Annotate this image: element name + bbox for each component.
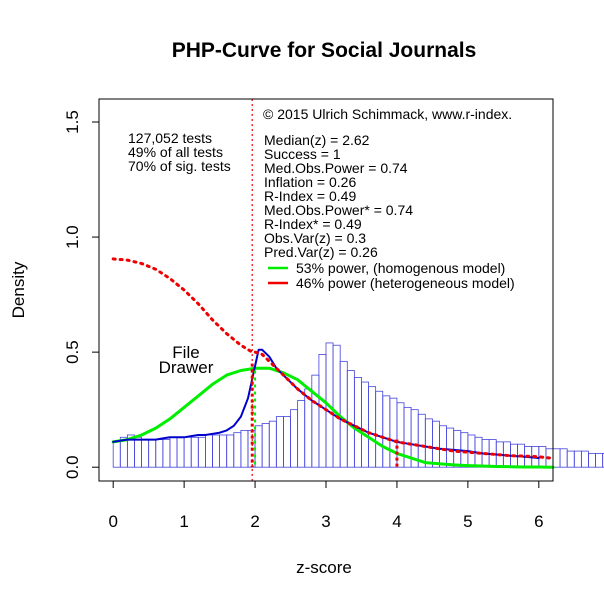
histogram-bar [446, 427, 455, 468]
y-tick-label: 0.5 [63, 340, 82, 364]
histogram-bar [212, 434, 220, 468]
histogram-bar [261, 423, 270, 468]
histogram-bar [162, 439, 171, 468]
x-axis: 0 1 2 3 4 5 6 [108, 480, 544, 531]
x-axis-label: z-score [296, 558, 352, 577]
y-axis-label: Density [9, 261, 28, 318]
annotation-total-tests: 127,052 tests [128, 130, 212, 146]
file-drawer-label-line1: File [172, 343, 199, 362]
histogram-bar [389, 397, 398, 468]
histogram-bar [439, 425, 447, 468]
histogram-bar [290, 409, 299, 468]
x-tick-label: 4 [392, 512, 401, 531]
histogram-bar [283, 416, 291, 468]
histogram-bar [595, 452, 604, 468]
histogram-bar [155, 439, 164, 468]
histogram-bar [566, 450, 575, 468]
stat-success: Success = 1 [264, 146, 341, 162]
histogram-bar [134, 436, 142, 468]
histogram-bar [226, 434, 235, 468]
histogram-bar [297, 400, 306, 468]
histogram-bar [353, 377, 362, 468]
histogram-bar [254, 425, 263, 468]
curves [111, 257, 555, 469]
histogram-bar [432, 420, 440, 468]
histogram-bar [141, 439, 150, 468]
histogram-bar [268, 420, 277, 468]
legend-label-homogeneous: 53% power, (homogenous model) [296, 260, 505, 276]
annotation-all-tests-share: 49% of all tests [128, 144, 223, 160]
stat-r-index-star: R-Index* = 0.49 [264, 216, 362, 232]
histogram-bar [424, 418, 433, 468]
chart-title: PHP-Curve for Social Journals [172, 39, 477, 62]
histogram-bar [375, 390, 384, 468]
stat-median-z: Median(z) = 2.62 [264, 132, 370, 148]
y-tick-label: 1.0 [63, 225, 82, 249]
heterogeneous-model-curve [111, 257, 551, 460]
histogram-bar [588, 452, 596, 468]
histogram-bar [339, 360, 348, 468]
histogram-bar [552, 448, 561, 468]
histogram-bar [233, 432, 242, 468]
y-axis: 0.0 0.5 1.0 1.5 [63, 110, 100, 479]
histogram-bar [205, 434, 213, 468]
histogram-bar [148, 439, 157, 468]
x-tick-label: 6 [534, 512, 543, 531]
histogram-bar [559, 448, 568, 468]
histogram-bar [396, 402, 405, 468]
histogram-bar [382, 395, 391, 468]
x-tick-label: 1 [179, 512, 188, 531]
histogram-bar [190, 436, 199, 468]
annotation-sig-tests-share: 70% of sig. tests [128, 158, 231, 174]
histogram-bar [580, 450, 589, 468]
legend-label-heterogeneous: 46% power (heterogeneous model) [296, 275, 515, 291]
y-tick-label: 0.0 [63, 455, 82, 479]
x-tick-label: 0 [108, 512, 117, 531]
stat-obs-var: Obs.Var(z) = 0.3 [264, 230, 366, 246]
histogram-bar [240, 429, 249, 468]
histogram-bar [275, 416, 284, 468]
histogram-bar [453, 429, 462, 468]
stat-inflation: Inflation = 0.26 [264, 174, 356, 190]
x-tick-label: 5 [463, 512, 472, 531]
file-drawer-label-line2: Drawer [159, 358, 214, 377]
histogram-bar [332, 344, 341, 468]
histogram-bar [368, 386, 377, 468]
histogram-bar [361, 381, 369, 468]
stat-med-obs-power: Med.Obs.Power = 0.74 [264, 160, 408, 176]
histogram-bar [176, 436, 185, 468]
histogram-bar [318, 354, 327, 468]
stat-med-obs-power-star: Med.Obs.Power* = 0.74 [264, 202, 413, 218]
stat-pred-var: Pred.Var(z) = 0.26 [264, 244, 378, 260]
histogram-bar [183, 436, 192, 468]
x-tick-label: 2 [250, 512, 259, 531]
histogram-bar [112, 441, 121, 468]
stat-r-index: R-Index = 0.49 [264, 188, 356, 204]
histogram-bar [219, 434, 228, 468]
y-tick-label: 1.5 [63, 110, 82, 134]
histogram-bar [311, 374, 320, 468]
reference-lines [250, 99, 399, 481]
histogram-bar [602, 452, 604, 468]
histogram-bar [573, 450, 582, 468]
homogeneous-model-curve [111, 366, 555, 469]
legend: 53% power, (homogenous model) 46% power … [268, 260, 515, 291]
histogram-bar [197, 436, 206, 468]
x-tick-label: 3 [321, 512, 330, 531]
copyright-note: © 2015 Ulrich Schimmack, www.r-index. [263, 106, 512, 122]
histogram-bar [346, 370, 355, 468]
histogram-bar [169, 436, 178, 468]
